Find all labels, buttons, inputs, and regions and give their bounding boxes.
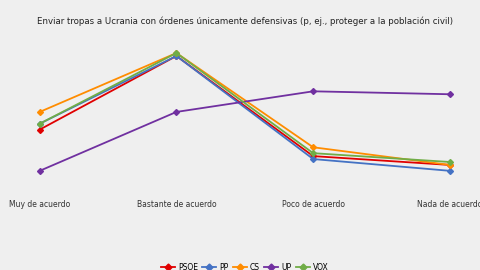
PP: [447, 169, 453, 173]
PP: [310, 157, 316, 161]
PSOE: [447, 163, 453, 167]
CS: [447, 163, 453, 167]
Line: PSOE: PSOE: [37, 54, 452, 167]
Line: VOX: VOX: [37, 51, 452, 164]
PSOE: [310, 154, 316, 158]
VOX: [447, 160, 453, 164]
UP: [174, 110, 180, 114]
CS: [310, 146, 316, 149]
UP: [37, 169, 43, 173]
Title: Enviar tropas a Ucrania con órdenes únicamente defensivas (p, ej., proteger a la: Enviar tropas a Ucrania con órdenes únic…: [37, 16, 453, 26]
CS: [37, 110, 43, 114]
PSOE: [37, 128, 43, 131]
Line: PP: PP: [37, 54, 452, 173]
VOX: [174, 51, 180, 55]
VOX: [37, 122, 43, 125]
UP: [447, 93, 453, 96]
Legend: PSOE, PP, CS, UP, VOX: PSOE, PP, CS, UP, VOX: [158, 260, 332, 270]
PP: [174, 54, 180, 58]
Line: UP: UP: [37, 89, 452, 173]
UP: [310, 90, 316, 93]
PP: [37, 122, 43, 125]
CS: [174, 51, 180, 55]
PSOE: [174, 54, 180, 58]
VOX: [310, 151, 316, 155]
Line: CS: CS: [37, 51, 452, 167]
